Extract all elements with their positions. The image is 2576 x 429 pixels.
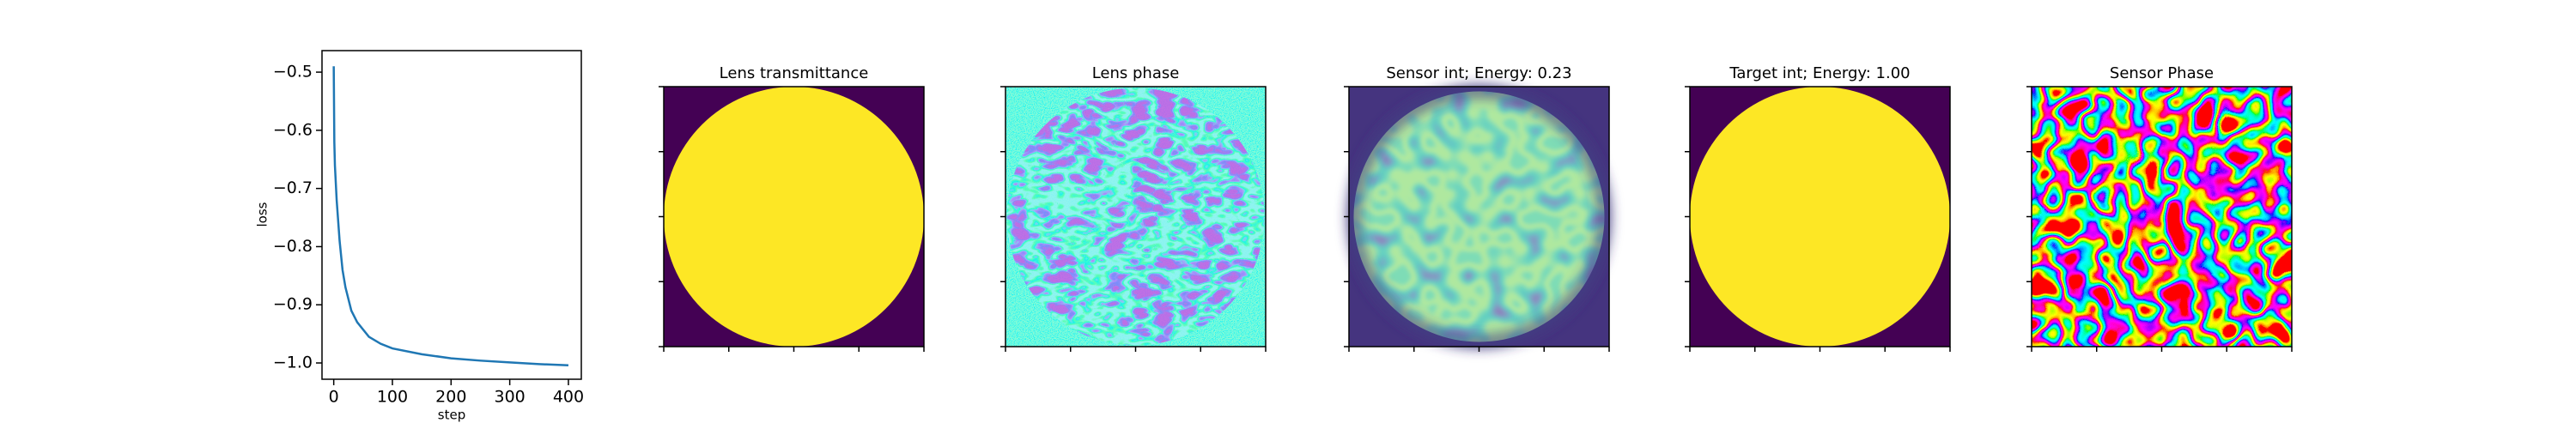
x-tick-label: 400 [553,388,584,407]
y-tick-label: −0.9 [273,295,313,314]
y-tick-label: −0.8 [273,237,313,256]
sensor-intensity-image [1349,87,1609,347]
lens-transmittance-image [664,87,924,347]
x-tick-label: 300 [495,388,526,407]
y-tick-label: −0.5 [273,63,313,82]
x-tick-label: 0 [329,388,339,407]
x-axis-label: step [438,408,465,423]
plot-frame [321,50,582,380]
panel-title: Sensor Phase [2110,64,2214,82]
panel-title: Target int; Energy: 1.00 [1728,64,1910,82]
panel-title: Lens transmittance [720,64,869,82]
sensor-phase-image [2032,87,2292,347]
y-tick-label: −0.7 [273,178,313,197]
y-axis-label: loss [255,202,270,227]
lens-phase-image [1005,87,1266,347]
x-tick-label: 100 [377,388,408,407]
y-tick-label: −0.6 [273,120,313,139]
panel-title: Sensor int; Energy: 0.23 [1386,64,1571,82]
panel-title: Lens phase [1092,64,1180,82]
loss-line [332,66,569,366]
y-tick-label: −1.0 [273,353,313,372]
target-intensity-image [1690,87,1950,347]
x-tick-label: 200 [435,388,466,407]
